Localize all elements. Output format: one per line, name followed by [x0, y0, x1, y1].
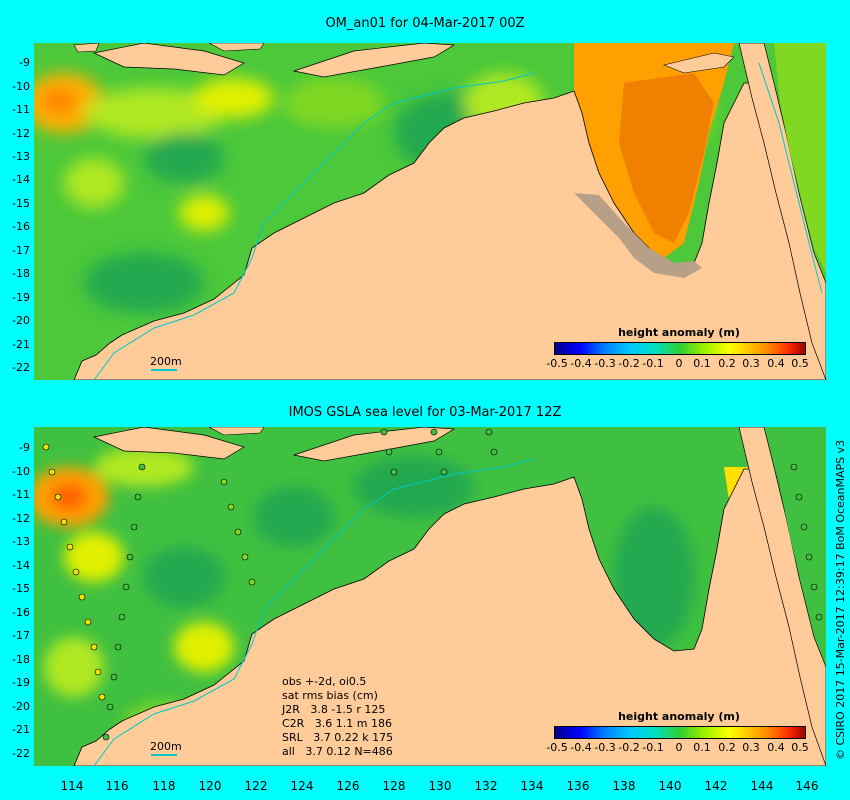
lat-label: -20: [12, 700, 30, 713]
lon-label: 144: [750, 779, 774, 793]
lat-label: -14: [12, 173, 30, 186]
lon-label: 132: [474, 779, 498, 793]
lat-label: -17: [12, 244, 30, 257]
bottom-scale-bar: [151, 754, 177, 756]
top-colorbar: [554, 342, 806, 355]
top-map-title: OM_an01 for 04-Mar-2017 00Z: [325, 16, 525, 31]
lat-label: -13: [12, 150, 30, 163]
legend-tick: -0.2: [618, 357, 640, 370]
satellite-track: [42, 443, 106, 701]
lat-label: -20: [12, 314, 30, 327]
lon-label: 114: [60, 779, 84, 793]
lat-label: -12: [12, 512, 30, 525]
lat-label: -9: [19, 441, 30, 454]
lon-label: 146: [795, 779, 819, 793]
bottom-map-field: [34, 427, 826, 766]
legend-tick: 0.5: [791, 357, 809, 370]
lon-label: 126: [336, 779, 360, 793]
lat-label: -11: [12, 103, 30, 116]
bottom-map[interactable]: [34, 427, 826, 766]
lat-label: -11: [12, 488, 30, 501]
lat-label: -15: [12, 197, 30, 210]
bottom-colorbar: [554, 726, 806, 739]
lat-label: -19: [12, 676, 30, 689]
legend-tick: -0.4: [570, 357, 592, 370]
legend-tick: 0.2: [718, 741, 736, 754]
legend-tick: 0.1: [693, 357, 711, 370]
altimetry-stats: obs +-2d, oi0.5 sat rms bias (cm) J2R 3.…: [282, 675, 393, 759]
legend-tick: -0.1: [642, 741, 664, 754]
legend-tick: -0.4: [570, 741, 592, 754]
top-map-field: [34, 43, 826, 380]
lat-label: -15: [12, 582, 30, 595]
top-scale-bar: [151, 369, 177, 371]
bottom-scale-label: 200m: [150, 740, 182, 753]
lon-label: 142: [704, 779, 728, 793]
lat-label: -22: [12, 361, 30, 374]
copyright-credit: © CSIRO 2017 15-Mar-2017 12:39:17 BoM Oc…: [834, 439, 847, 760]
lat-label: -9: [19, 56, 30, 69]
legend-tick: 0.1: [693, 741, 711, 754]
lat-label: -12: [12, 127, 30, 140]
bottom-map-title: IMOS GSLA sea level for 03-Mar-2017 12Z: [288, 405, 562, 420]
legend-tick: 0.5: [791, 741, 809, 754]
lon-label: 118: [152, 779, 176, 793]
lat-label: -16: [12, 606, 30, 619]
legend-tick: -0.5: [546, 357, 568, 370]
lon-label: 116: [105, 779, 129, 793]
legend-tick: -0.3: [594, 357, 616, 370]
legend-tick: 0.3: [742, 357, 760, 370]
lon-label: 134: [520, 779, 544, 793]
lat-label: -16: [12, 220, 30, 233]
top-map[interactable]: [34, 43, 826, 380]
lat-label: -10: [12, 465, 30, 478]
stats-line: all 3.7 0.12 N=486: [282, 745, 393, 758]
lon-label: 120: [198, 779, 222, 793]
top-legend-title: height anomaly (m): [618, 326, 740, 339]
stats-line: J2R 3.8 -1.5 r 125: [282, 703, 386, 716]
legend-tick: 0.4: [767, 357, 785, 370]
lon-label: 136: [566, 779, 590, 793]
lat-label: -21: [12, 338, 30, 351]
lat-label: -10: [12, 80, 30, 93]
legend-tick: 0.3: [742, 741, 760, 754]
stats-line: sat rms bias (cm): [282, 689, 378, 702]
lat-label: -13: [12, 535, 30, 548]
lon-label: 130: [428, 779, 452, 793]
lon-label: 122: [244, 779, 268, 793]
legend-tick: -0.3: [594, 741, 616, 754]
legend-tick: 0: [675, 741, 683, 754]
top-scale-label: 200m: [150, 355, 182, 368]
legend-tick: 0.2: [718, 357, 736, 370]
lat-label: -14: [12, 559, 30, 572]
lat-label: -18: [12, 267, 30, 280]
stats-line: SRL 3.7 0.22 k 175: [282, 731, 394, 744]
lat-label: -18: [12, 653, 30, 666]
legend-tick: -0.5: [546, 741, 568, 754]
stats-line: C2R 3.6 1.1 m 186: [282, 717, 392, 730]
lon-label: 140: [658, 779, 682, 793]
lon-label: 124: [290, 779, 314, 793]
legend-tick: 0.4: [767, 741, 785, 754]
legend-tick: -0.2: [618, 741, 640, 754]
bottom-legend-title: height anomaly (m): [618, 710, 740, 723]
legend-tick: -0.1: [642, 357, 664, 370]
lat-label: -22: [12, 747, 30, 760]
lon-label: 138: [612, 779, 636, 793]
legend-tick: 0: [675, 357, 683, 370]
lat-label: -19: [12, 291, 30, 304]
stats-line: obs +-2d, oi0.5: [282, 675, 367, 688]
lon-label: 128: [382, 779, 406, 793]
lat-label: -21: [12, 723, 30, 736]
lat-label: -17: [12, 629, 30, 642]
